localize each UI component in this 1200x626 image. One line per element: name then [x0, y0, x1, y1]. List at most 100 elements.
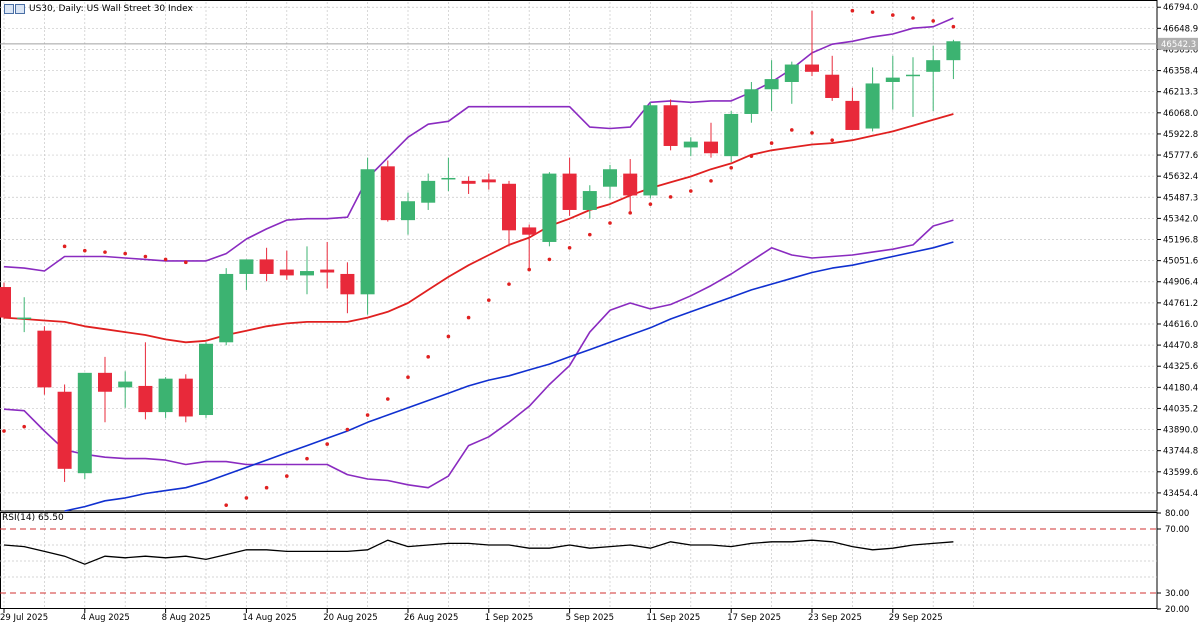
- candle-body: [603, 169, 617, 187]
- candle-body: [380, 166, 395, 221]
- candle: [663, 99, 678, 151]
- candle-body: [724, 113, 739, 157]
- sar-dot: [668, 195, 673, 199]
- sar-dot: [567, 245, 572, 250]
- price-tick-label: 45342.0: [1163, 214, 1198, 224]
- candle: [865, 67, 880, 132]
- candle: [704, 122, 718, 158]
- price-tick-label: 44761.2: [1163, 299, 1198, 309]
- parabolic-sar: [2, 8, 956, 507]
- candle-body: [320, 269, 335, 273]
- sar-dot: [588, 232, 592, 237]
- candle: [300, 246, 314, 295]
- sar-dot: [547, 257, 552, 262]
- candle: [380, 160, 395, 222]
- sar-dot: [507, 282, 511, 286]
- candle: [683, 137, 698, 157]
- candle-body: [77, 372, 92, 474]
- candle-body: [441, 177, 456, 180]
- candle-body: [17, 317, 32, 320]
- sar-dot: [325, 442, 330, 446]
- chart-header: US30, Daily: US Wall Street 30 Index: [4, 2, 193, 16]
- candle-body: [138, 385, 153, 413]
- sar-dot: [184, 260, 188, 265]
- candle: [582, 185, 597, 219]
- sar-dot: [466, 315, 471, 320]
- sar-dot: [689, 189, 693, 193]
- candle: [885, 55, 900, 110]
- candle-body: [744, 89, 759, 114]
- date-tick-label: 11 Sep 2025: [646, 613, 700, 622]
- candle: [340, 262, 355, 314]
- candle: [522, 224, 537, 269]
- sar-dot: [648, 202, 653, 206]
- candle-body: [542, 173, 557, 242]
- candle: [784, 61, 799, 104]
- candle: [98, 356, 112, 423]
- candle-body: [502, 183, 516, 231]
- price-tick-label: 46503.6: [1163, 45, 1198, 55]
- date-tick-label: 17 Sep 2025: [727, 613, 781, 622]
- candle-body: [0, 287, 11, 318]
- candle: [401, 192, 415, 235]
- date-tick-label: 4 Aug 2025: [81, 613, 130, 622]
- sar-dot: [224, 503, 228, 507]
- sar-dot: [527, 267, 531, 272]
- sar-dot: [810, 131, 814, 135]
- rsi-label: RSI(14) 65.50: [2, 513, 64, 523]
- sar-dot: [345, 427, 350, 432]
- price-tick-label: 44906.4: [1163, 278, 1198, 288]
- date-tick-label: 23 Sep 2025: [808, 613, 862, 622]
- date-tick-label: 29 Jul 2025: [0, 613, 48, 622]
- candle-body: [825, 74, 840, 98]
- candle: [946, 39, 961, 80]
- moving-averages: [3, 113, 954, 512]
- price-tick-label: 45051.6: [1163, 257, 1198, 267]
- candle-body: [401, 201, 415, 221]
- price-tick-label: 46648.9: [1163, 24, 1198, 34]
- candle-body: [37, 330, 52, 388]
- price-panel-frame: [0, 0, 1158, 512]
- sar-dot: [870, 10, 875, 14]
- candle-body: [845, 100, 860, 130]
- price-tick-label: 45922.8: [1163, 130, 1198, 140]
- sar-dot: [365, 413, 370, 417]
- candle-body: [239, 259, 254, 274]
- price-tick-label: 45777.6: [1163, 151, 1198, 161]
- candle: [926, 45, 941, 112]
- grid: [0, 0, 1158, 609]
- sar-dot: [264, 485, 269, 490]
- sar-dot: [830, 138, 834, 142]
- candle: [259, 247, 274, 282]
- price-tick-label: 45487.3: [1163, 193, 1198, 203]
- candle-body: [522, 227, 537, 235]
- candle: [764, 60, 779, 112]
- sar-dot: [62, 244, 67, 249]
- window-icon[interactable]: [4, 3, 26, 15]
- sar-dot: [2, 429, 6, 433]
- candle-body: [158, 378, 173, 413]
- date-tick-label: 8 Aug 2025: [162, 613, 211, 622]
- candle: [542, 172, 557, 247]
- sar-dot: [143, 254, 148, 259]
- sar-dot: [608, 221, 612, 225]
- candle: [441, 157, 456, 192]
- price-tick-label: 46358.4: [1163, 67, 1198, 77]
- date-tick-label: 29 Sep 2025: [889, 613, 943, 622]
- candle-body: [805, 64, 819, 72]
- rsi-tick-label: 70.00: [1165, 525, 1189, 535]
- candle: [219, 268, 234, 346]
- candle-body: [623, 173, 638, 196]
- candle-body: [340, 273, 355, 295]
- candles: [0, 10, 961, 482]
- candle-body: [259, 259, 274, 274]
- price-tick-label: 44470.8: [1163, 341, 1198, 351]
- candle-body: [885, 77, 900, 82]
- sar-dot: [123, 251, 127, 256]
- candle: [805, 10, 819, 77]
- candle-body: [764, 79, 779, 90]
- candle: [77, 372, 92, 480]
- rsi-tick-label: 80.00: [1165, 509, 1189, 519]
